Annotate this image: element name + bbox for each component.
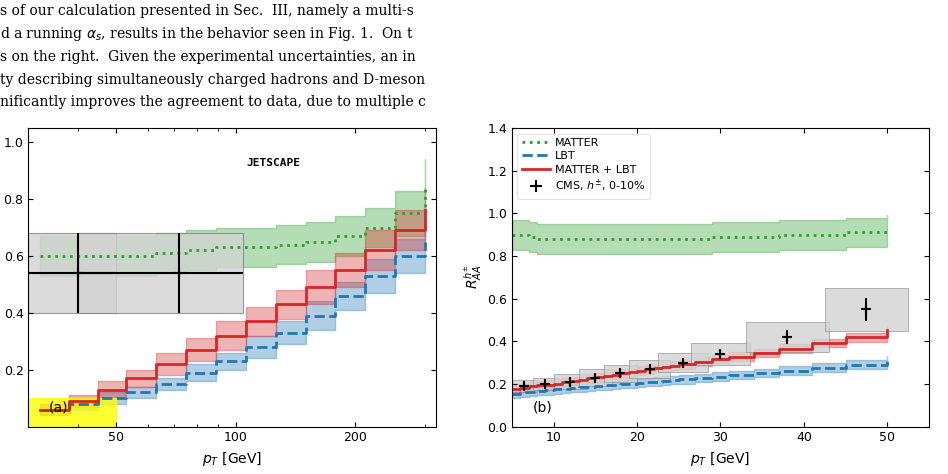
- Bar: [604, 365, 637, 382]
- Bar: [78, 233, 243, 313]
- Bar: [512, 380, 537, 392]
- Bar: [554, 374, 587, 389]
- Bar: [533, 377, 557, 391]
- Text: s on the right.  Given the experimental uncertainties, an in: s on the right. Given the experimental u…: [0, 50, 416, 64]
- Bar: [745, 322, 829, 352]
- Text: ty describing simultaneously charged hadrons and D-meson: ty describing simultaneously charged had…: [0, 73, 425, 87]
- Text: nificantly improves the agreement to data, due to multiple c: nificantly improves the agreement to dat…: [0, 95, 426, 109]
- Bar: [658, 353, 708, 372]
- Text: (b): (b): [533, 401, 553, 415]
- Bar: [691, 343, 750, 365]
- Y-axis label: $R_{AA}^{h^{\pm}}$: $R_{AA}^{h^{\pm}}$: [463, 265, 484, 290]
- Text: s of our calculation presented in Sec.  III, namely a multi-s: s of our calculation presented in Sec. I…: [0, 4, 414, 18]
- Bar: [578, 369, 612, 386]
- X-axis label: $p_T$ [GeV]: $p_T$ [GeV]: [202, 450, 263, 468]
- X-axis label: $p_T$ [GeV]: $p_T$ [GeV]: [690, 450, 751, 468]
- Text: d a running $\alpha_s$, results in the behavior seen in Fig. 1.  On t: d a running $\alpha_s$, results in the b…: [0, 25, 413, 43]
- Bar: [825, 288, 908, 331]
- Text: (a): (a): [49, 401, 68, 415]
- Text: JETSCAPE: JETSCAPE: [246, 158, 300, 168]
- Bar: [629, 361, 670, 377]
- Legend: MATTER, LBT, MATTER + LBT, CMS, $h^{\pm}$, 0-10%: MATTER, LBT, MATTER + LBT, CMS, $h^{\pm}…: [518, 134, 650, 199]
- Bar: [28, 233, 117, 313]
